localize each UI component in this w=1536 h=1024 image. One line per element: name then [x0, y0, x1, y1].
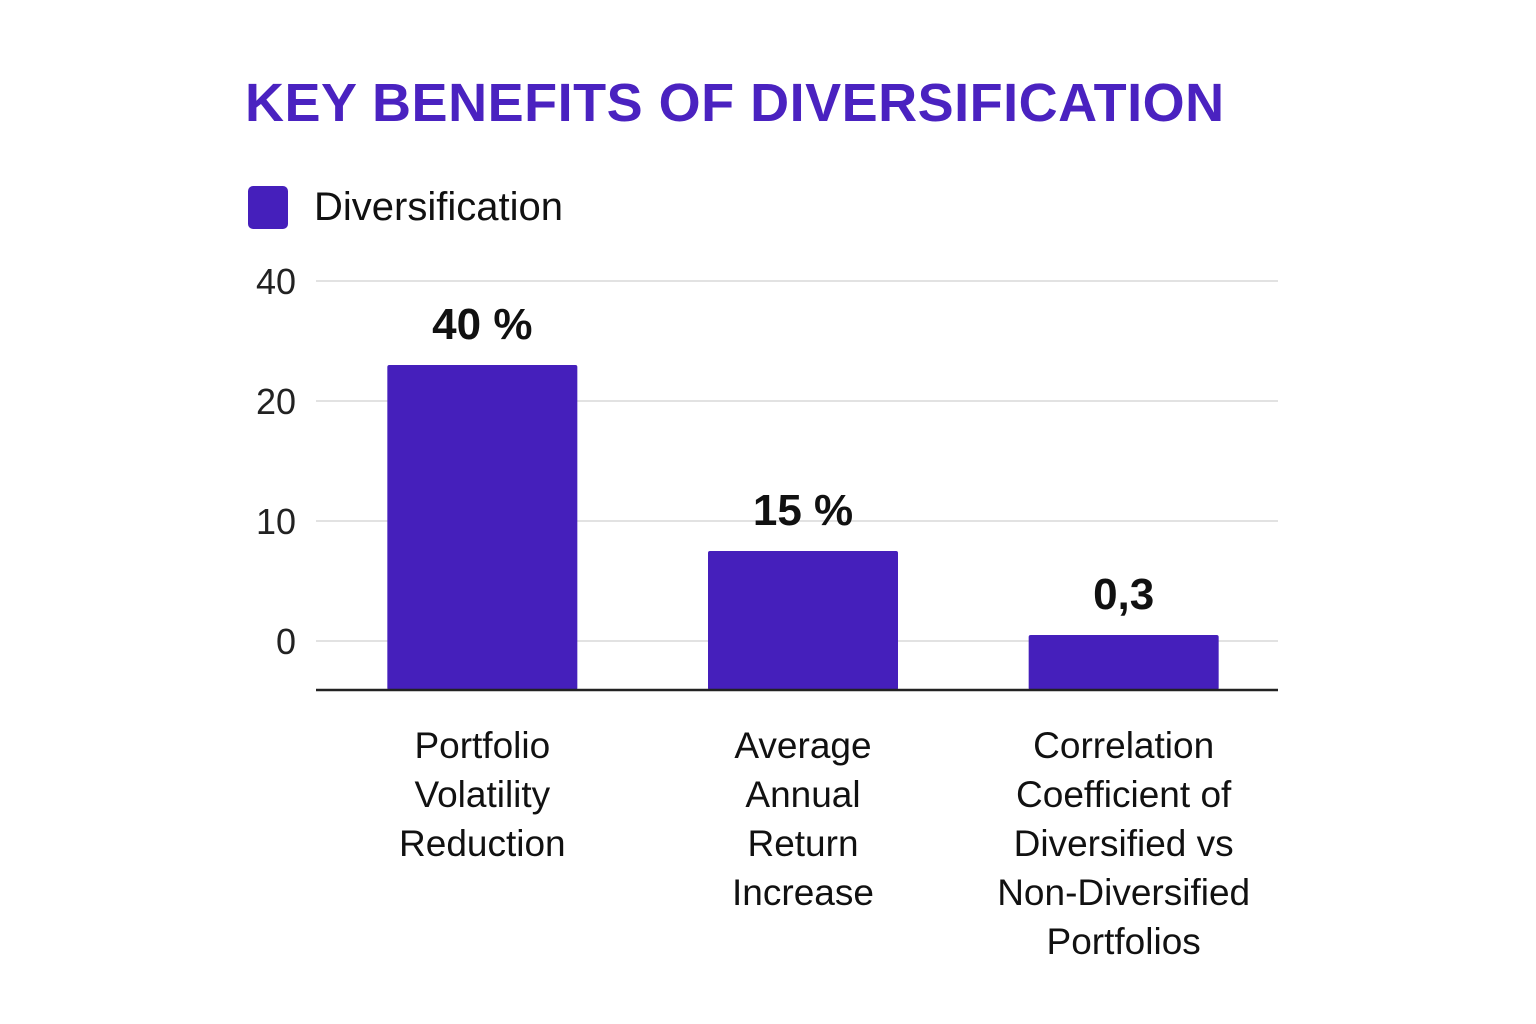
legend: Diversification	[248, 185, 563, 230]
data-label: 40 %	[432, 300, 532, 349]
x-tick-label: Portfolio	[414, 725, 550, 766]
x-tick-label: Coefficient of	[1016, 774, 1232, 815]
x-tick-label: Annual	[745, 774, 860, 815]
y-tick-label: 10	[256, 501, 296, 542]
x-tick-label: Correlation	[1033, 725, 1214, 766]
y-tick-label: 0	[276, 621, 296, 662]
bar	[1028, 635, 1219, 690]
x-tick-label: Volatility	[414, 774, 550, 815]
x-tick-label: Diversified vs	[1014, 823, 1234, 864]
x-tick-label: Portfolios	[1047, 921, 1201, 962]
chart-title: KEY BENEFITS OF DIVERSIFICATION	[245, 73, 1225, 133]
bar	[708, 551, 898, 690]
y-tick-label: 20	[256, 381, 296, 422]
data-label: 15 %	[753, 486, 853, 535]
legend-swatch	[248, 186, 288, 229]
x-tick-label: Average	[734, 725, 871, 766]
x-tick-label: Return	[747, 823, 858, 864]
data-label: 0,3	[1093, 570, 1154, 619]
bar	[387, 365, 578, 690]
legend-label: Diversification	[314, 185, 563, 229]
x-tick-label: Reduction	[399, 823, 566, 864]
x-tick-label: Non-Diversified	[997, 872, 1250, 913]
y-tick-label: 40	[256, 261, 296, 302]
x-tick-label: Increase	[732, 872, 874, 913]
